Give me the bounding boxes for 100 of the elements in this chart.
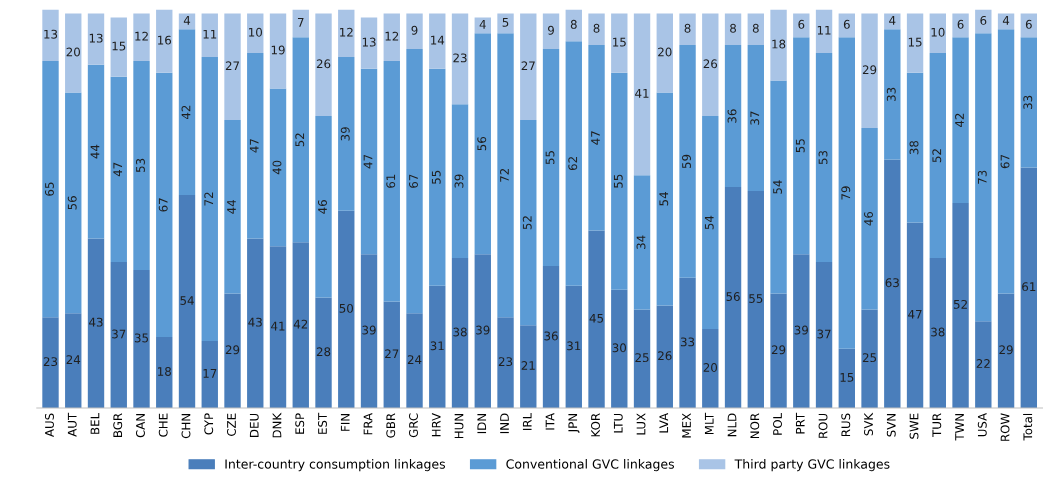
data-label: 8 — [570, 19, 577, 29]
data-label: 36 — [727, 109, 737, 123]
data-label: 15 — [908, 37, 922, 47]
data-label: 72 — [204, 192, 214, 206]
data-label: 6 — [1025, 19, 1032, 29]
data-label: 33 — [1023, 95, 1033, 109]
data-label: 15 — [112, 41, 126, 51]
bar — [861, 309, 878, 408]
bar — [747, 191, 764, 408]
data-label: 46 — [864, 211, 873, 226]
bar — [133, 13, 150, 61]
bar — [338, 56, 355, 211]
x-tick-label: BGR — [113, 413, 123, 437]
bar — [338, 210, 355, 408]
bar — [110, 262, 127, 408]
x-tick-label: LUX — [636, 413, 646, 435]
data-label: 38 — [909, 140, 919, 155]
bar — [793, 254, 810, 408]
bar — [997, 293, 1015, 408]
data-label: 29 — [225, 345, 240, 355]
bar — [815, 262, 833, 408]
bar — [360, 254, 378, 408]
data-label: 37 — [112, 329, 126, 339]
data-label: 42 — [955, 113, 964, 127]
data-label: 29 — [999, 345, 1013, 355]
data-label: 20 — [658, 47, 672, 57]
x-tick-label: CYP — [204, 413, 214, 435]
bar — [42, 9, 59, 61]
bar — [360, 17, 378, 69]
x-tick-label: CAN — [136, 414, 145, 438]
data-label: 42 — [181, 105, 191, 120]
bar — [929, 52, 946, 259]
bar — [724, 13, 742, 46]
x-tick-label: IND — [500, 413, 509, 434]
bar — [65, 313, 82, 408]
data-label: 39 — [794, 325, 808, 335]
x-tick-label: CZE — [227, 413, 236, 436]
bar — [997, 29, 1015, 294]
bar — [929, 13, 946, 53]
bar — [201, 340, 218, 408]
data-label: 23 — [453, 53, 467, 63]
bar — [406, 313, 423, 408]
bar — [224, 120, 241, 294]
x-tick-label: AUS — [45, 413, 54, 437]
data-label: 11 — [817, 25, 831, 35]
data-label: 37 — [817, 329, 831, 339]
data-label: 37 — [750, 111, 760, 125]
data-label: 18 — [772, 39, 786, 49]
data-label: 45 — [589, 313, 604, 323]
data-label: 43 — [89, 317, 103, 327]
bar — [1020, 167, 1038, 408]
data-label: 23 — [43, 357, 58, 367]
bar — [542, 13, 560, 50]
bar — [383, 301, 400, 408]
bar — [429, 68, 446, 286]
data-label: 33 — [886, 87, 896, 102]
data-label: 61 — [1022, 282, 1036, 292]
data-label: 24 — [66, 355, 81, 364]
x-tick-label: IDN — [477, 414, 487, 434]
data-label: 25 — [862, 353, 877, 363]
data-label: 24 — [407, 355, 422, 364]
bar — [838, 348, 855, 408]
x-tick-label: MEX — [682, 413, 691, 438]
bar — [315, 13, 332, 117]
data-label: 40 — [272, 160, 282, 175]
bar — [247, 52, 264, 239]
x-tick-label: USA — [977, 412, 987, 437]
data-label: 29 — [771, 345, 786, 355]
data-label: 7 — [297, 18, 304, 27]
data-label: 15 — [613, 37, 626, 47]
bar — [679, 45, 696, 278]
x-tick-label: LVA — [659, 412, 669, 433]
x-tick-label: POL — [773, 412, 782, 435]
bar — [815, 52, 833, 263]
bar — [565, 285, 582, 408]
data-label: 15 — [840, 373, 854, 382]
data-label: 16 — [158, 35, 172, 45]
data-label: 18 — [158, 366, 171, 376]
bar — [906, 222, 924, 408]
data-label: 4 — [1002, 16, 1010, 25]
bar — [520, 13, 537, 121]
bar — [497, 13, 514, 34]
x-tick-label: IRL — [522, 412, 532, 430]
data-label: 47 — [363, 154, 373, 169]
data-label: 26 — [658, 351, 672, 361]
data-label: 14 — [431, 35, 445, 45]
bar — [269, 88, 287, 247]
data-label: 55 — [795, 139, 805, 153]
data-label: 26 — [703, 59, 718, 69]
data-label: 79 — [841, 186, 851, 200]
data-label: 5 — [502, 18, 509, 27]
data-label: 42 — [293, 319, 308, 329]
data-label: 8 — [684, 23, 691, 33]
bar — [520, 120, 537, 326]
data-label: 55 — [749, 294, 763, 303]
x-tick-label: LTU — [613, 413, 623, 433]
bar — [292, 242, 309, 408]
data-label: 8 — [593, 23, 600, 33]
data-label: 13 — [362, 37, 376, 47]
data-label: 13 — [89, 33, 103, 43]
